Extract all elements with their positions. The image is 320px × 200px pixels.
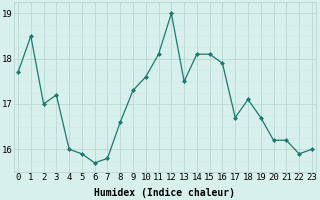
X-axis label: Humidex (Indice chaleur): Humidex (Indice chaleur) — [94, 188, 236, 198]
